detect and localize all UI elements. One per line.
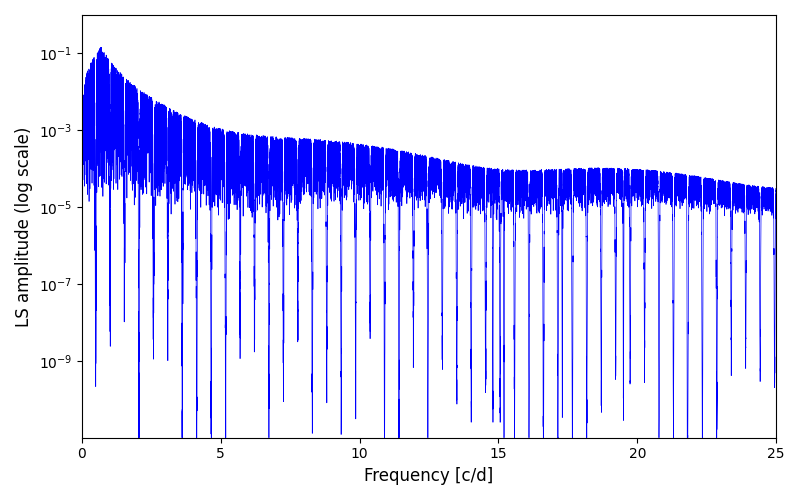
X-axis label: Frequency [c/d]: Frequency [c/d] [364, 467, 494, 485]
Y-axis label: LS amplitude (log scale): LS amplitude (log scale) [15, 126, 33, 326]
